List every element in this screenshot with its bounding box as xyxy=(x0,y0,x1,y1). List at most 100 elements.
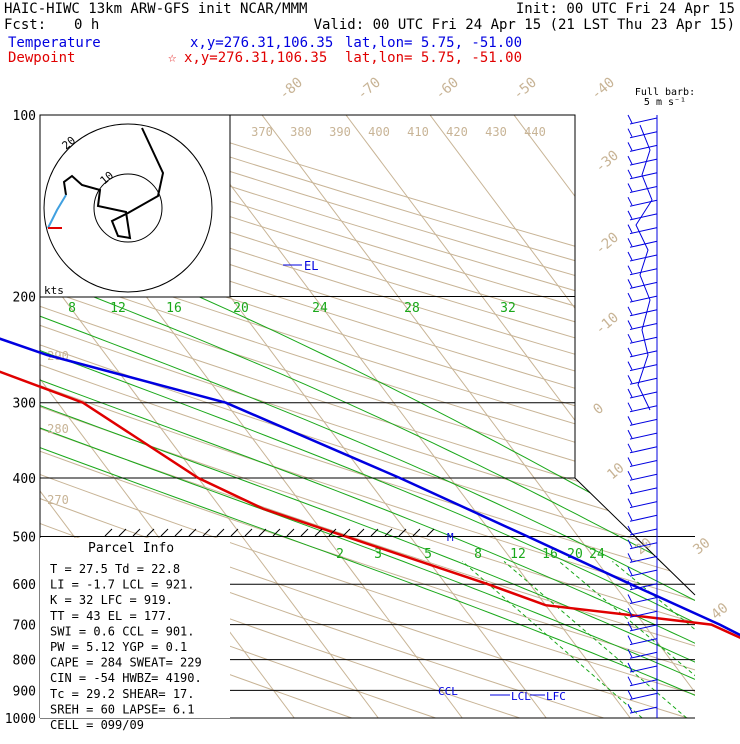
wind-barb-feather xyxy=(628,458,632,466)
wind-barb xyxy=(630,515,657,521)
pressure-tick-label: 700 xyxy=(13,619,36,634)
wind-barb xyxy=(630,296,657,302)
parcel-info-row: LI = -1.7 LCL = 921. xyxy=(50,578,195,592)
isotherm-label: -60 xyxy=(432,75,462,104)
temperature-legend: Temperature xyxy=(8,35,101,51)
wind-barb-feather xyxy=(628,115,632,123)
wind-barb-feather xyxy=(628,129,632,137)
wind-barb-feather xyxy=(628,416,632,424)
hatch-mark xyxy=(245,529,252,536)
theta-label: 440 xyxy=(524,125,546,139)
lcl-label: LCL xyxy=(511,690,531,703)
wind-barb xyxy=(630,433,657,439)
pressure-tick-label: 200 xyxy=(13,291,36,306)
mixing-ratio-label: 5 xyxy=(424,547,432,562)
wind-barb-trace xyxy=(636,125,652,410)
hatch-mark xyxy=(427,529,434,536)
wind-barb-feather xyxy=(628,690,632,698)
wind-barb-feather xyxy=(628,334,632,342)
theta-label-left: 270 xyxy=(47,493,69,507)
theta-label: 430 xyxy=(485,125,507,139)
hatch-mark xyxy=(301,529,308,536)
isotherm-label: 20 xyxy=(632,535,655,558)
pressure-tick-label: 600 xyxy=(13,578,36,593)
melting-level-label: M xyxy=(447,531,454,544)
pressure-tick-label: 800 xyxy=(13,654,36,669)
wind-barb xyxy=(630,406,657,412)
pressure-tick-label: 900 xyxy=(13,684,36,699)
dewpoint-latlon: lat,lon= 5.75, -51.00 xyxy=(345,50,522,66)
dewpoint-legend: Dewpoint xyxy=(8,50,75,66)
wind-key-line2: 5 m s⁻¹ xyxy=(644,97,686,108)
mixing-ratio-line xyxy=(696,561,740,718)
hatch-mark xyxy=(287,529,294,536)
mixing-ratio-label: 8 xyxy=(474,547,482,562)
wind-barb xyxy=(630,502,657,508)
wind-barb xyxy=(630,351,657,357)
isotherm-label: -30 xyxy=(592,148,622,177)
wind-barb-feather xyxy=(628,403,632,411)
wind-barb xyxy=(630,255,657,261)
dewpoint-star-icon: ☆ xyxy=(168,50,177,66)
wind-barb xyxy=(630,570,657,576)
wind-barb-feather xyxy=(628,279,632,287)
temperature-xy: x,y=276.31,106.35 xyxy=(190,35,333,51)
wind-barb-feather xyxy=(628,636,632,644)
moist-adiabat-label: 12 xyxy=(110,301,126,316)
isotherm-line xyxy=(178,115,630,718)
wind-barb-feather xyxy=(628,321,632,329)
wind-barb xyxy=(630,474,657,480)
parcel-info-row: SREH = 60 LAPSE= 6.1 xyxy=(50,702,195,716)
wind-barb-feather xyxy=(628,307,632,315)
pressure-tick-label: 100 xyxy=(13,109,36,124)
hatch-mark xyxy=(231,529,238,536)
wind-barb xyxy=(630,241,657,247)
theta-label-left: 280 xyxy=(47,422,69,436)
isotherm-line xyxy=(514,115,740,718)
wind-barb-feather xyxy=(628,499,632,507)
wind-barb-feather xyxy=(628,184,632,192)
theta-label: 420 xyxy=(446,125,468,139)
isotherm-line xyxy=(430,115,740,718)
hatch-mark xyxy=(105,529,112,536)
isotherm-label: 0 xyxy=(590,400,607,418)
wind-barb xyxy=(630,145,657,151)
theta-label: 390 xyxy=(329,125,351,139)
wind-barb-feather xyxy=(628,142,632,150)
mixing-ratio-label: 24 xyxy=(589,547,605,562)
hatch-mark xyxy=(413,529,420,536)
parcel-info-row: TT = 43 EL = 177. xyxy=(50,609,173,623)
mixing-ratio-label: 2 xyxy=(336,547,344,562)
el-label: EL xyxy=(304,259,318,273)
wind-barb-feather xyxy=(628,293,632,301)
temperature-latlon: lat,lon= 5.75, -51.00 xyxy=(345,35,522,51)
wind-barb-feather xyxy=(628,170,632,178)
wind-barb-feather xyxy=(628,595,632,603)
mixing-ratio-line xyxy=(559,561,740,718)
isotherm-label: -20 xyxy=(592,230,622,259)
parcel-info-row: K = 32 LFC = 919. xyxy=(50,593,173,607)
pressure-tick-label: 300 xyxy=(13,397,36,412)
theta-label: 370 xyxy=(251,125,273,139)
wind-barb-feather xyxy=(628,677,632,685)
moist-adiabat-label: 28 xyxy=(404,301,420,316)
wind-barb xyxy=(630,378,657,384)
wind-barb-feather xyxy=(628,471,632,479)
parcel-info-row: PW = 5.12 YGP = 0.1 xyxy=(50,640,187,654)
dewpoint-xy: x,y=276.31,106.35 xyxy=(184,50,327,66)
wind-barb xyxy=(630,707,657,713)
wind-barb xyxy=(630,159,657,165)
valid-time: Valid: 00 UTC Fri 24 Apr 15 (21 LST Thu … xyxy=(314,17,735,33)
wind-barb-feather xyxy=(628,362,632,370)
wind-barb-feather xyxy=(628,444,632,452)
wind-barb xyxy=(630,556,657,562)
wind-barb-feather xyxy=(628,197,632,205)
forecast-label: Fcst: xyxy=(4,17,46,33)
wind-barb-feather xyxy=(628,225,632,233)
parcel-info-row: CAPE = 284 SWEAT= 229 xyxy=(50,656,202,670)
wind-barb-feather xyxy=(628,375,632,383)
wind-barb xyxy=(630,447,657,453)
